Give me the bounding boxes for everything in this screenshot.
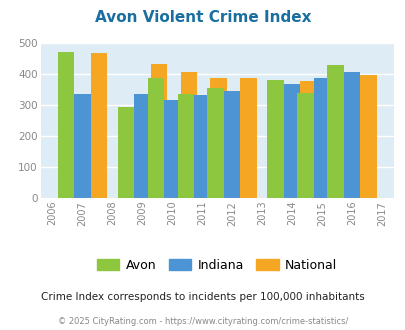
Bar bbox=[266, 80, 283, 198]
Bar bbox=[194, 95, 210, 198]
Bar bbox=[90, 53, 107, 198]
Bar bbox=[210, 78, 226, 198]
Bar bbox=[359, 76, 376, 198]
Bar bbox=[343, 72, 359, 198]
Bar bbox=[117, 107, 134, 198]
Bar bbox=[134, 94, 150, 198]
Text: Avon Violent Crime Index: Avon Violent Crime Index bbox=[94, 10, 311, 25]
Bar bbox=[164, 100, 180, 198]
Bar bbox=[177, 94, 194, 198]
Text: © 2025 CityRating.com - https://www.cityrating.com/crime-statistics/: © 2025 CityRating.com - https://www.city… bbox=[58, 317, 347, 326]
Bar bbox=[326, 65, 343, 198]
Bar bbox=[329, 79, 346, 198]
Legend: Avon, Indiana, National: Avon, Indiana, National bbox=[92, 254, 341, 277]
Bar bbox=[147, 78, 164, 198]
Bar bbox=[58, 52, 74, 198]
Bar bbox=[300, 81, 316, 198]
Bar bbox=[74, 94, 90, 198]
Bar bbox=[240, 78, 256, 198]
Bar bbox=[283, 84, 300, 198]
Bar bbox=[224, 91, 240, 198]
Bar bbox=[180, 72, 196, 198]
Bar bbox=[207, 88, 224, 198]
Text: Crime Index corresponds to incidents per 100,000 inhabitants: Crime Index corresponds to incidents per… bbox=[41, 292, 364, 302]
Bar bbox=[296, 93, 313, 198]
Bar bbox=[150, 64, 167, 198]
Bar bbox=[313, 78, 329, 198]
